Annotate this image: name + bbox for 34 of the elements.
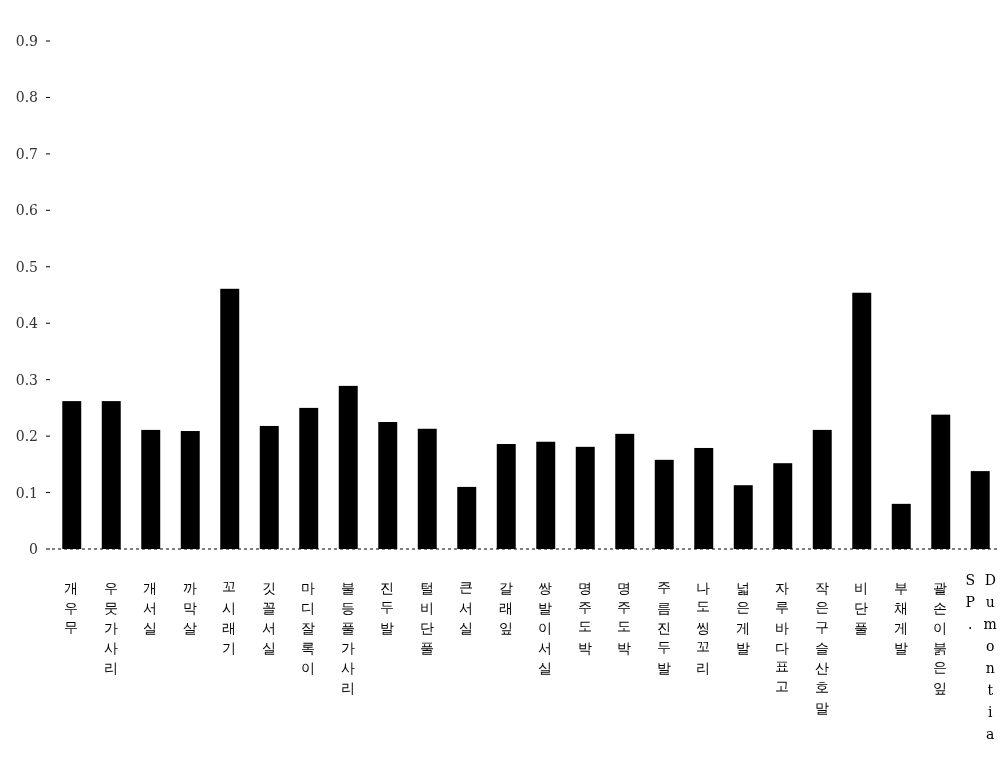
x-tick-label: 마디잘록이	[299, 572, 318, 675]
y-tick-label: 0.8	[15, 89, 38, 106]
x-tick-label: 깃꼴서실	[260, 572, 279, 655]
x-tick-label: 명주도박	[615, 572, 634, 655]
x-tick-label: 주름진두발	[655, 572, 674, 675]
x-tick-label: 우뭇가사리	[102, 572, 121, 675]
x-tick-label: Dumontia SP.	[961, 572, 1000, 750]
y-tick-label: 0.3	[15, 371, 38, 388]
x-tick-label: 명주도박	[576, 572, 595, 655]
x-tick-label: 꼬시래기	[220, 572, 239, 655]
y-tick-label: 0.4	[15, 315, 39, 332]
x-tick-label: 나도씽꼬리	[694, 572, 713, 675]
y-tick-label: 0.9	[15, 33, 38, 49]
x-tick-label: 개서실	[141, 572, 160, 635]
x-tick-label: 쌍발이서실	[536, 572, 555, 675]
x-tick-label: 괄손이붉은잎	[931, 572, 950, 695]
x-tick-label: 불등풀가사리	[339, 572, 358, 695]
x-tick-label: 부채게발	[892, 572, 911, 655]
x-tick-label: 넓은게발	[734, 572, 753, 655]
y-tick-label: 0	[29, 541, 38, 557]
y-tick-label: 0.7	[15, 145, 38, 162]
y-tick-label: 0.5	[15, 258, 38, 275]
y-tick-label: 0.6	[15, 202, 39, 219]
y-tick-label: 0.1	[15, 484, 38, 501]
x-tick-label: 자루바다표고	[773, 572, 792, 694]
x-tick-label: 개우무	[62, 572, 81, 635]
x-tick-label: 진두발	[378, 572, 397, 635]
y-tick-label: 0.2	[15, 428, 38, 445]
x-tick-label: 작은구슬산호말	[813, 572, 832, 715]
x-tick-label: 큰서실	[457, 572, 476, 635]
x-tick-label: 비단풀	[852, 572, 871, 635]
x-tick-label: 털비단풀	[418, 572, 437, 655]
x-tick-label: 까막살	[181, 572, 200, 635]
x-tick-label: 갈래잎	[497, 572, 516, 635]
